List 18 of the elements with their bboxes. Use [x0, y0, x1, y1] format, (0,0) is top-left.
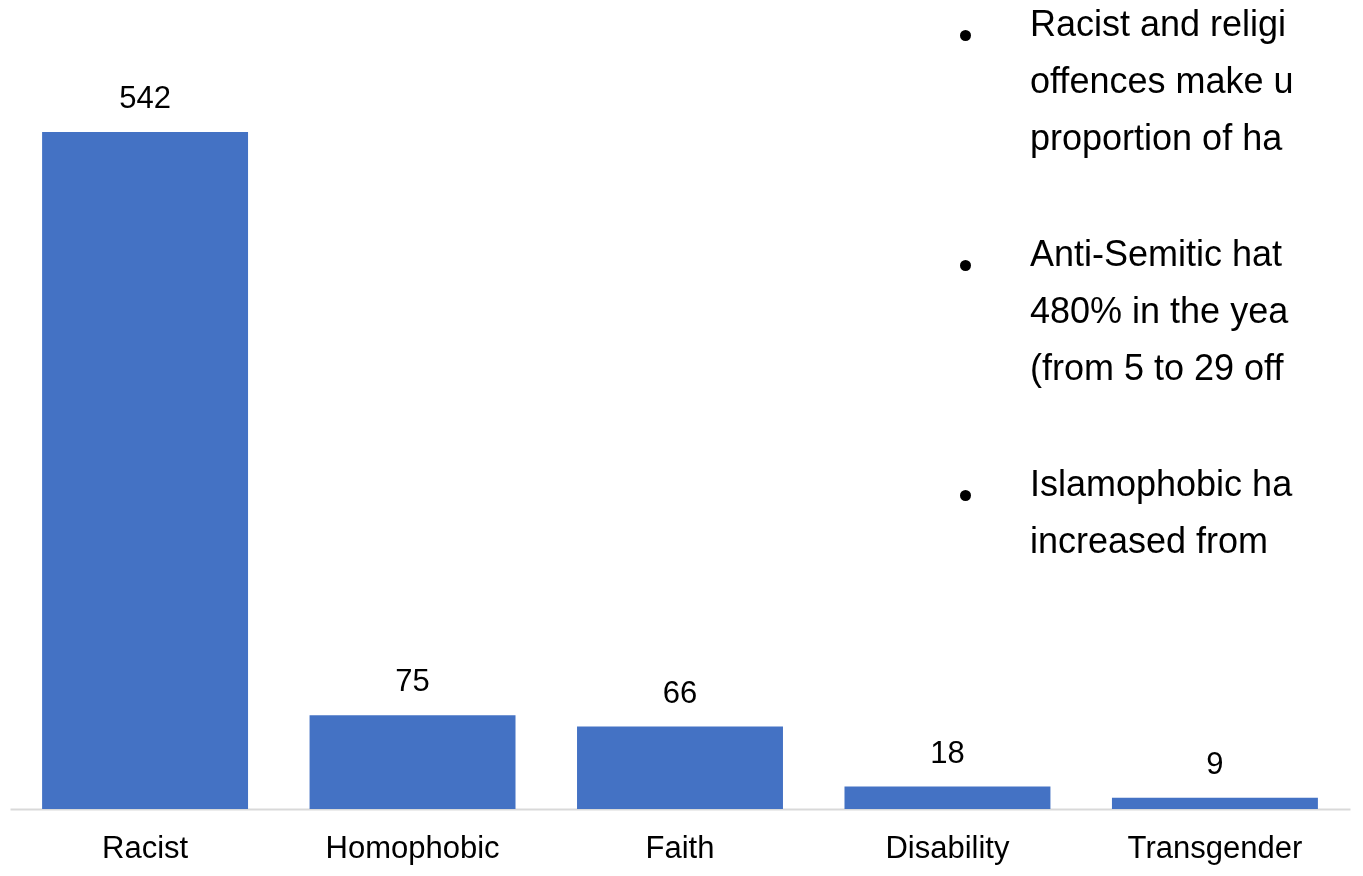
x-tick-label: Faith — [645, 829, 715, 865]
annotation: Islamophobic ha increased from — [1030, 463, 1294, 561]
data-label: 75 — [395, 663, 430, 699]
bar — [577, 726, 783, 809]
x-tick-label: Disability — [885, 829, 1010, 865]
data-label: 66 — [662, 674, 698, 710]
data-label: 9 — [1206, 745, 1224, 781]
bar — [309, 715, 516, 809]
annotation: Racist and religi offences make u proportion of ha — [1030, 3, 1294, 158]
x-tick-label: Transgender — [1127, 829, 1303, 865]
annotation: Anti-Semitic hat 480% in the yea (from 5 to 29 off — [1030, 233, 1290, 388]
data-label: 542 — [119, 80, 171, 115]
bar — [42, 132, 249, 809]
x-tick-label: Racist — [102, 829, 189, 865]
x-tick-label: Homophobic — [325, 829, 500, 865]
data-label: 18 — [930, 734, 965, 770]
bar — [1111, 797, 1318, 809]
bar — [844, 786, 1051, 809]
